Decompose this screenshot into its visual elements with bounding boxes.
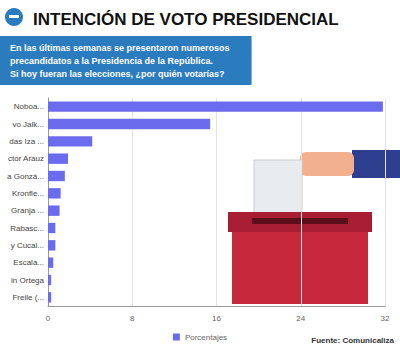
svg-text:INTENCIÓN DE VOTO PRESIDENCIAL: INTENCIÓN DE VOTO PRESIDENCIAL bbox=[33, 10, 339, 29]
svg-text:vo Jalk...: vo Jalk... bbox=[12, 120, 44, 129]
svg-text:Noboa...: Noboa... bbox=[14, 102, 44, 111]
svg-text:8: 8 bbox=[130, 314, 135, 323]
svg-text:32: 32 bbox=[381, 314, 390, 323]
svg-text:Granja ...: Granja ... bbox=[11, 206, 44, 215]
svg-text:in Ortega: in Ortega bbox=[11, 276, 44, 285]
svg-text:Rabasc...: Rabasc... bbox=[10, 224, 44, 233]
svg-text:En las últimas semanas se pres: En las últimas semanas se presentaron nu… bbox=[10, 43, 230, 53]
svg-text:das Iza ...: das Iza ... bbox=[9, 137, 44, 146]
svg-text:24: 24 bbox=[296, 314, 305, 323]
svg-text:Fuente: Comunicaliza: Fuente: Comunicaliza bbox=[311, 336, 394, 345]
svg-text:a Gonzá...: a Gonzá... bbox=[7, 172, 44, 181]
svg-text:Si hoy fueran las elecciones,: Si hoy fueran las elecciones, ¿por quién… bbox=[10, 69, 225, 79]
svg-text:Kronfle...: Kronfle... bbox=[12, 189, 44, 198]
svg-text:Freile (...: Freile (... bbox=[12, 293, 44, 302]
svg-text:16: 16 bbox=[212, 314, 221, 323]
svg-text:precandidatos a la Presidencia: precandidatos a la Presidencia de la Rep… bbox=[10, 56, 213, 66]
svg-text:y Cucal...: y Cucal... bbox=[11, 241, 44, 250]
svg-text:Escala...: Escala... bbox=[13, 258, 44, 267]
svg-text:Porcentajes: Porcentajes bbox=[185, 333, 227, 342]
svg-text:0: 0 bbox=[46, 314, 51, 323]
svg-text:ctor Arauz: ctor Arauz bbox=[8, 154, 44, 163]
